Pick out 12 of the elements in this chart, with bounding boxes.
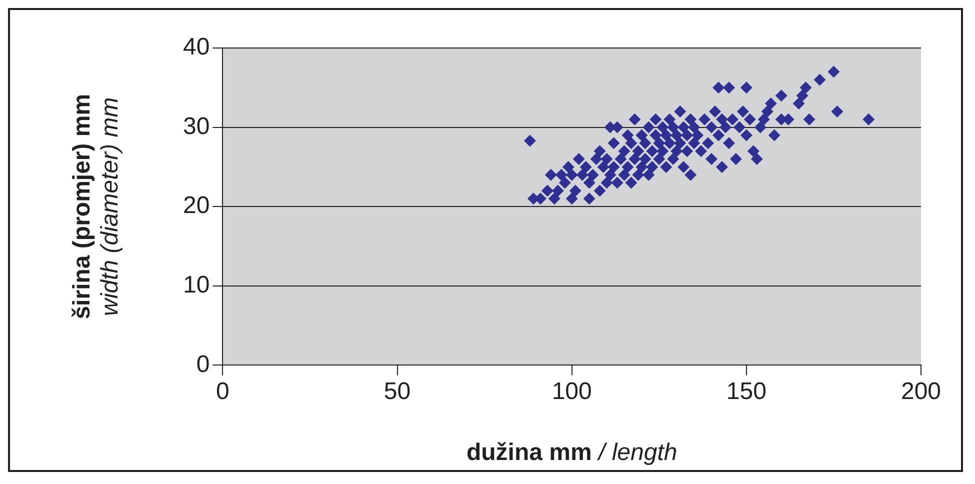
y-tick-label: 20	[182, 192, 210, 220]
y-tick-label: 0	[196, 350, 210, 378]
x-tick-label: 0	[216, 378, 230, 406]
y-tick-label: 40	[182, 34, 210, 61]
x-tick-label: 50	[384, 378, 411, 406]
x-axis-title: dužina mm / length	[466, 438, 678, 466]
y-axis-title: širina (promjer) mm width (diameter) mm	[68, 94, 124, 320]
x-tick-label: 150	[726, 378, 766, 406]
x-tick-label: 100	[552, 378, 592, 406]
x-tick-label: 200	[900, 378, 942, 406]
y-tick-label: 30	[182, 112, 210, 140]
y-tick-label: 10	[182, 272, 210, 299]
